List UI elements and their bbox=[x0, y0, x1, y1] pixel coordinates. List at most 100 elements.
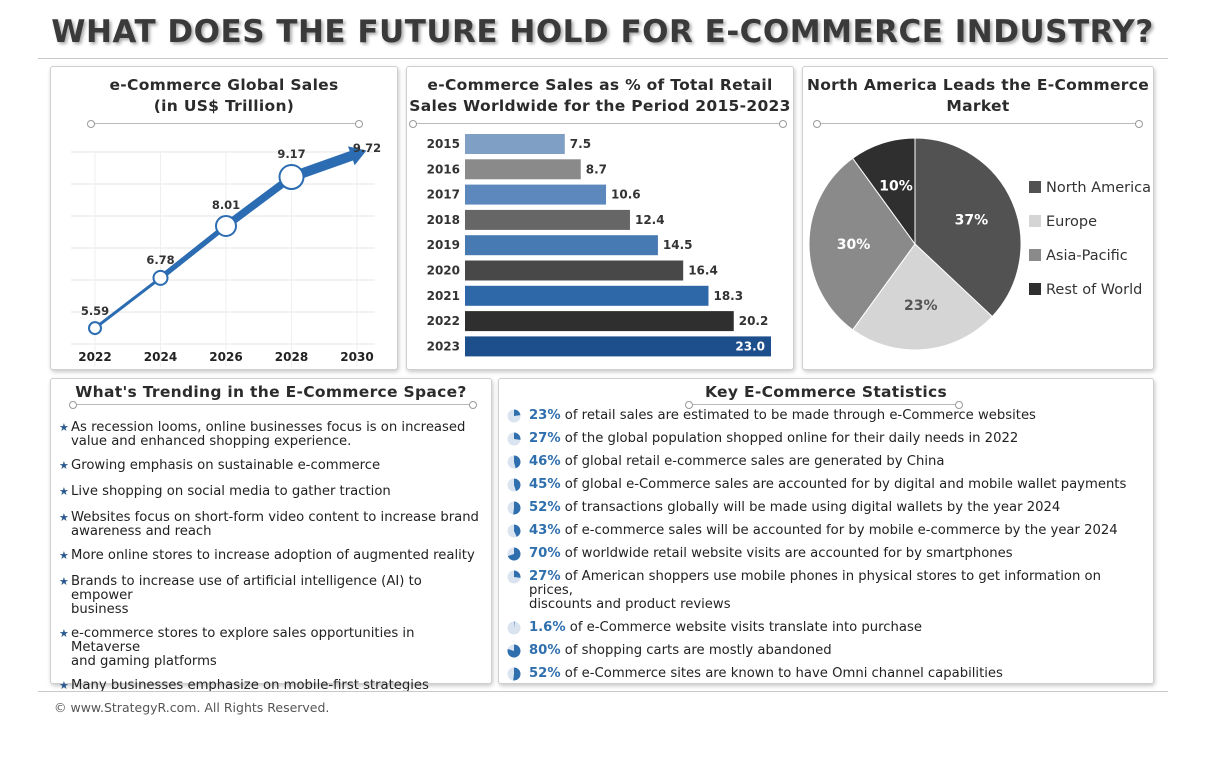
stat-text: of shopping carts are mostly abandoned bbox=[564, 643, 832, 658]
percentage-pie-icon bbox=[507, 621, 521, 635]
stat-text: of e-commerce sales will be accounted fo… bbox=[564, 523, 1118, 538]
key-stats-list: 23% of retail sales are estimated to be … bbox=[507, 409, 1147, 690]
stat-item: 43% of e-commerce sales will be accounte… bbox=[507, 524, 1147, 538]
trend-text: As recession looms, online businesses fo… bbox=[71, 420, 466, 435]
percentage-pie-icon bbox=[507, 644, 521, 658]
regional-share-title: North America Leads the E-Commerce Marke… bbox=[803, 75, 1153, 117]
slice-label: 37% bbox=[955, 213, 989, 229]
stat-item: 45% of global e-Commerce sales are accou… bbox=[507, 478, 1147, 492]
bar bbox=[465, 209, 630, 230]
arrowhead bbox=[348, 146, 367, 166]
trend-item: ★ As recession looms, online businesses f… bbox=[59, 421, 484, 449]
series-line bbox=[93, 276, 162, 330]
stat-line: 52% of transactions globally will be mad… bbox=[529, 501, 1147, 515]
percentage-pie-icon bbox=[507, 478, 521, 492]
y-tick-label: 2022 bbox=[427, 314, 460, 328]
global-sales-title: e-Commerce Global Sales (in US$ Trillion… bbox=[51, 75, 397, 117]
stat-percentage: 45% bbox=[529, 477, 561, 492]
title-decoration bbox=[87, 120, 363, 128]
star-icon: ★ bbox=[59, 421, 69, 434]
series-line bbox=[222, 173, 296, 230]
stat-line: 43% of e-commerce sales will be accounte… bbox=[529, 524, 1147, 538]
trending-title: What's Trending in the E-Commerce Space? bbox=[75, 383, 467, 401]
data-point bbox=[278, 164, 305, 191]
pie-icon-fill bbox=[507, 547, 521, 561]
legend-swatch bbox=[1029, 215, 1041, 227]
y-tick-label: 2016 bbox=[427, 162, 460, 176]
trend-text: value and enhanced shopping experience. bbox=[71, 434, 352, 449]
data-label: 5.59 bbox=[81, 304, 109, 318]
trend-item: ★ Websites focus on short-form video cont… bbox=[59, 511, 484, 539]
legend-swatch bbox=[1029, 249, 1041, 261]
data-label: 8.01 bbox=[212, 198, 240, 212]
trend-text: Brands to increase use of artificial int… bbox=[71, 574, 422, 603]
trend-text: Websites focus on short-form video conte… bbox=[71, 510, 479, 525]
pie-slice bbox=[808, 157, 916, 331]
stat-line: 27% of American shoppers use mobile phon… bbox=[529, 570, 1147, 598]
pie-icon-fill bbox=[514, 432, 521, 440]
star-icon: ★ bbox=[59, 511, 69, 524]
pie-slice bbox=[851, 137, 916, 246]
percentage-pie-icon bbox=[507, 455, 521, 469]
stat-line: discounts and product reviews bbox=[529, 598, 1147, 612]
trend-text: Growing emphasis on sustainable e-commer… bbox=[71, 458, 381, 473]
title-decoration bbox=[409, 120, 787, 128]
global-sales-title-line: (in US$ Trillion) bbox=[153, 97, 295, 115]
key-stats-panel: Key E-Commerce Statistics 23% of retail … bbox=[498, 378, 1154, 684]
data-label: 14.5 bbox=[663, 238, 693, 252]
y-tick-label: 2017 bbox=[427, 188, 460, 202]
trend-item: ★ More online stores to increase adoption… bbox=[59, 549, 484, 563]
regional-share-pie-chart: 37% 23% 30% 10% North America Europe Asia-Paci… bbox=[808, 137, 1151, 351]
data-point bbox=[215, 214, 237, 237]
legend-label: Rest of World bbox=[1046, 282, 1142, 298]
stat-item: 52% of e-Commerce sites are known to hav… bbox=[507, 667, 1147, 681]
y-tick-label: 2020 bbox=[427, 264, 460, 278]
y-tick-label: 2018 bbox=[427, 213, 460, 227]
legend-label: Europe bbox=[1046, 214, 1097, 230]
trend-item: ★ e-commerce stores to explore sales oppo… bbox=[59, 627, 484, 669]
x-tick-label: 2022 bbox=[78, 350, 111, 364]
stat-item: 1.6% of e-Commerce website visits transl… bbox=[507, 621, 1147, 635]
bar bbox=[465, 285, 709, 306]
stat-text: of retail sales are estimated to be made… bbox=[564, 408, 1036, 423]
stat-item: 80% of shopping carts are mostly abandon… bbox=[507, 644, 1147, 658]
y-tick-label: 2021 bbox=[427, 289, 460, 303]
trending-panel: What's Trending in the E-Commerce Space?… bbox=[50, 378, 492, 693]
data-label: 12.4 bbox=[635, 213, 665, 227]
legend-label: Asia-Pacific bbox=[1046, 248, 1128, 264]
y-tick-label: 2023 bbox=[427, 339, 460, 353]
retail-share-title-line: Sales Worldwide for the Period 2015-2023 bbox=[409, 97, 791, 115]
pie-icon-fill bbox=[507, 644, 521, 658]
stat-line: 70% of worldwide retail website visits a… bbox=[529, 547, 1147, 561]
stat-line: 52% of e-Commerce sites are known to hav… bbox=[529, 667, 1147, 681]
slice-label: 10% bbox=[879, 179, 913, 195]
pie-icon-fill bbox=[514, 570, 521, 578]
percentage-pie-icon bbox=[507, 409, 521, 423]
regional-share-panel: North America Leads the E-Commerce Marke… bbox=[802, 66, 1154, 370]
percentage-pie-icon bbox=[507, 432, 521, 446]
data-label: 23.0 bbox=[735, 339, 765, 353]
x-tick-label: 2028 bbox=[275, 350, 308, 364]
stat-text: discounts and product reviews bbox=[529, 597, 731, 612]
trend-text: Many businesses emphasize on mobile-firs… bbox=[71, 678, 429, 693]
stat-percentage: 27% bbox=[529, 431, 561, 446]
footer-divider bbox=[38, 691, 1168, 692]
bar bbox=[465, 159, 581, 180]
trend-item: ★ Brands to increase use of artificial in… bbox=[59, 575, 484, 617]
pie-icon-fill bbox=[514, 409, 521, 416]
stat-item: 52% of transactions globally will be mad… bbox=[507, 501, 1147, 515]
bar bbox=[465, 235, 658, 256]
star-icon: ★ bbox=[59, 679, 69, 692]
data-label: 8.7 bbox=[586, 162, 607, 176]
pie-icon-fill bbox=[513, 667, 521, 681]
stat-item: 46% of global retail e-commerce sales ar… bbox=[507, 455, 1147, 469]
title-divider bbox=[38, 58, 1168, 59]
retail-share-title-line: e-Commerce Sales as % of Total Retail bbox=[427, 76, 773, 94]
star-icon: ★ bbox=[59, 575, 69, 588]
stat-line: 23% of retail sales are estimated to be … bbox=[529, 409, 1147, 423]
x-tick-label: 2030 bbox=[340, 350, 373, 364]
percentage-pie-icon bbox=[507, 667, 521, 681]
star-icon: ★ bbox=[59, 627, 69, 640]
y-tick-label: 2019 bbox=[427, 238, 460, 252]
stat-percentage: 23% bbox=[529, 408, 561, 423]
